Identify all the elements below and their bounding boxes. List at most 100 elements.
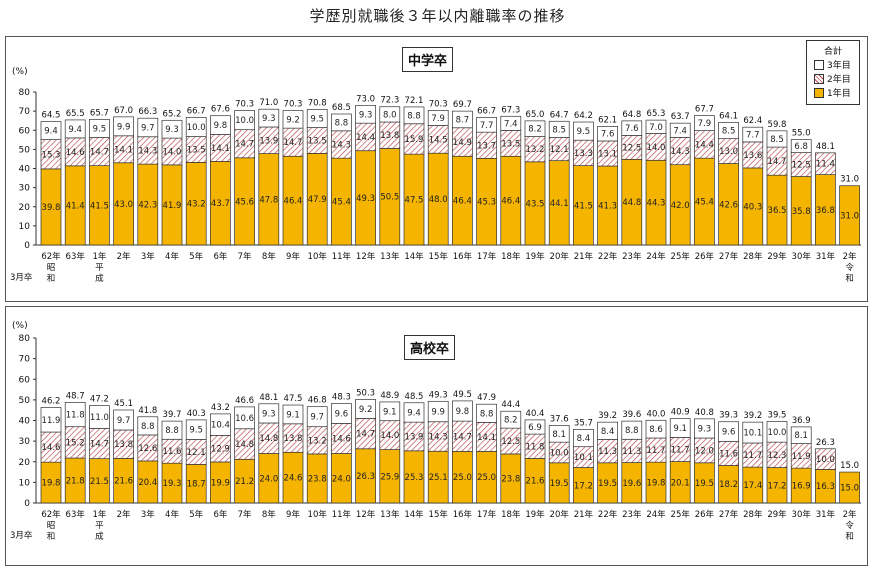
data-label-year1: 45.3 <box>477 198 496 208</box>
bar-segment-year1 <box>839 185 860 246</box>
data-label-year1: 46.4 <box>501 197 520 207</box>
data-label-year3: 10.0 <box>235 116 254 126</box>
data-label-year3: 9.3 <box>698 424 712 434</box>
data-label-year2: 14.7 <box>235 140 254 150</box>
total-label: 46.6 <box>235 396 254 406</box>
total-label: 65.3 <box>647 109 666 119</box>
x-tick-label: 22年 <box>598 251 618 262</box>
data-label-year1: 24.0 <box>259 474 278 484</box>
data-label-year3: 6.8 <box>794 142 808 152</box>
y-tick-label: 50 <box>19 396 31 406</box>
total-label: 67.6 <box>211 105 230 115</box>
total-label: 66.7 <box>477 106 496 116</box>
x-tick-label: 2年 <box>843 509 857 520</box>
era-note-char: 令 <box>845 262 854 273</box>
bar-segment-year3 <box>597 421 618 440</box>
data-label-year1: 25.9 <box>380 472 399 482</box>
era-note: 昭和 <box>47 521 56 542</box>
chart-svg-junior-high: 0 10 20 30 40 50 60 70 80 39.8 15.3 9.4 64.5 62年 41.4 1… <box>10 88 861 284</box>
data-label-year1: 43.0 <box>114 200 133 210</box>
data-label-year3: 9.3 <box>262 409 276 419</box>
y-tick-label: 80 <box>19 88 31 98</box>
total-label: 49.3 <box>429 390 448 400</box>
data-label-year2: 14.6 <box>332 434 351 444</box>
x-tick-label: 1年 <box>92 509 106 520</box>
data-label-year1: 25.0 <box>477 473 496 483</box>
y-tick-label: 60 <box>19 375 31 385</box>
data-label-year1: 21.8 <box>66 477 85 487</box>
data-label-year1: 36.8 <box>816 206 835 216</box>
bar-segment-year3 <box>64 119 86 139</box>
data-label-year1: 24.6 <box>284 474 303 484</box>
data-label-year3: 7.9 <box>431 114 445 124</box>
bar-segment-year3 <box>113 116 134 137</box>
data-label-year2: 11.6 <box>719 450 738 460</box>
total-label: 37.6 <box>550 414 569 424</box>
data-label-year3: 8.4 <box>601 427 615 437</box>
x-tick-label: 2年 <box>843 251 857 262</box>
data-label-year2: 11.7 <box>671 445 690 455</box>
era-note-char: 和 <box>47 532 56 542</box>
total-label: 49.5 <box>453 390 472 400</box>
legend-item-year1: 1年目 <box>807 86 859 99</box>
total-label: 15.0 <box>840 461 859 471</box>
x-tick-label: 14年 <box>404 509 424 520</box>
x-tick-label: 23年 <box>622 509 642 520</box>
data-label-year2: 10.1 <box>574 453 593 463</box>
bar-segment-year3 <box>669 122 691 138</box>
total-label: 48.5 <box>405 392 424 402</box>
legend-item-year3: 3年目 <box>807 58 859 71</box>
y-tick-label: 0 <box>24 241 30 251</box>
data-label-year1: 41.4 <box>66 201 85 211</box>
bar-segment-year3 <box>790 426 812 444</box>
data-label-year3: 10.1 <box>743 429 762 439</box>
data-label-year3: 9.5 <box>310 114 324 124</box>
total-label: 47.5 <box>284 394 303 404</box>
bar-segment-year3 <box>161 119 183 139</box>
bar-segment-year3 <box>89 118 110 138</box>
bar-segment-year2 <box>815 152 836 175</box>
data-label-year3: 8.8 <box>141 422 155 432</box>
data-label-year3: 9.6 <box>722 428 736 438</box>
bar-segment-year3 <box>742 421 764 444</box>
x-tick-label: 15年 <box>429 509 449 520</box>
data-label-year3: 9.4 <box>68 125 82 135</box>
total-label: 62.4 <box>743 116 762 126</box>
data-label-year3: 11.0 <box>90 413 109 423</box>
data-label-year2: 15.3 <box>42 150 61 160</box>
era-note-char: 和 <box>47 274 56 284</box>
data-label-year1: 21.6 <box>114 477 133 487</box>
x-tick-label: 18年 <box>501 251 521 262</box>
data-label-year2: 14.7 <box>284 138 303 148</box>
bar-segment-year3 <box>548 425 570 443</box>
x-tick-label: 6年 <box>213 509 227 520</box>
data-label-year3: 9.5 <box>189 426 203 436</box>
chart-panel-junior-high: 0 10 20 30 40 50 60 70 80 39.8 15.3 9.4 64.5 62年 41.4 1… <box>5 36 868 302</box>
data-label-year1: 44.1 <box>550 199 569 209</box>
x-tick-label: 62年 <box>41 251 61 262</box>
data-label-year3: 8.8 <box>165 426 179 436</box>
bar-segment-year3 <box>355 105 376 124</box>
y-tick-label: 70 <box>19 107 31 117</box>
total-label: 40.0 <box>647 409 666 419</box>
era-note: 昭和 <box>47 263 56 284</box>
data-label-year2: 11.8 <box>526 442 545 452</box>
x-tick-label: 11年 <box>332 251 352 262</box>
era-note-char: 平 <box>95 263 104 273</box>
x-tick-label: 16年 <box>453 251 473 262</box>
bar-segment-year3 <box>355 399 376 419</box>
x-tick-label: 3年 <box>141 509 155 520</box>
chart-title-junior-high: 中学卒 <box>402 47 454 72</box>
data-label-year3: 8.0 <box>383 110 397 120</box>
data-label-year2: 12.3 <box>768 451 787 461</box>
data-label-year1: 19.8 <box>42 479 61 489</box>
data-label-year2: 13.2 <box>308 436 327 446</box>
data-label-year1: 21.5 <box>90 477 109 487</box>
data-label-year1: 43.2 <box>187 200 206 210</box>
total-label: 41.8 <box>138 406 157 416</box>
y-tick-label: 40 <box>19 165 31 175</box>
total-label: 48.3 <box>332 393 351 403</box>
y-tick-label: 20 <box>19 203 31 213</box>
total-label: 39.5 <box>768 411 787 421</box>
data-label-year2: 14.8 <box>259 434 278 444</box>
